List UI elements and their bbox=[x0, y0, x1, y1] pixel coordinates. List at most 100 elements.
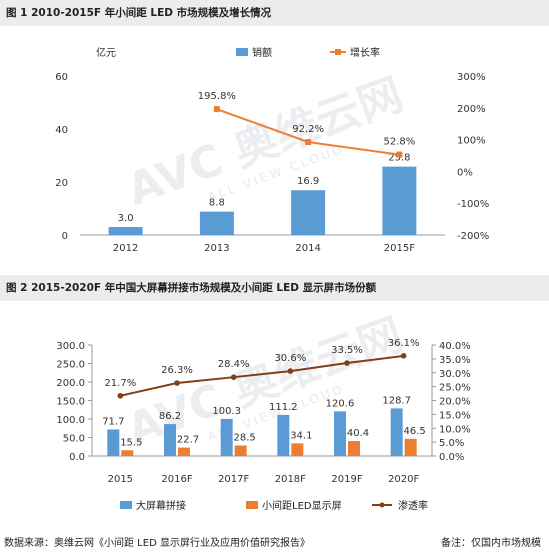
data-label-splicing: 111.2 bbox=[269, 402, 298, 413]
growth-rate-marker bbox=[213, 106, 220, 113]
x-tick-label: 2018F bbox=[275, 474, 306, 485]
x-tick-label: 2019F bbox=[331, 474, 362, 485]
y2-tick-label: 300% bbox=[457, 72, 486, 83]
data-label-sales: 16.9 bbox=[297, 176, 319, 187]
y-tick-label: 150.0 bbox=[56, 397, 85, 408]
y-tick-label: 250.0 bbox=[56, 360, 85, 371]
data-label-led: 34.1 bbox=[290, 430, 312, 441]
y2-tick-label: 15.0% bbox=[439, 410, 471, 421]
data-label-penetration: 28.4% bbox=[218, 359, 250, 370]
x-tick-label: 2014 bbox=[295, 243, 320, 254]
data-label-splicing: 71.7 bbox=[102, 416, 124, 427]
data-label-growth: 52.8% bbox=[383, 137, 415, 148]
bar-splicing bbox=[334, 411, 346, 456]
bar-sales bbox=[291, 190, 326, 235]
data-label-growth: 195.8% bbox=[198, 91, 236, 102]
data-label-splicing: 86.2 bbox=[159, 411, 181, 422]
growth-rate-marker bbox=[396, 151, 403, 158]
bar-sales bbox=[382, 166, 417, 235]
legend: 大屏幕拼接 小间距LED显示屏 渗透率 bbox=[120, 499, 428, 512]
data-label-led: 22.7 bbox=[177, 435, 199, 446]
remark-note: 备注：仅国内市场规模 bbox=[441, 538, 541, 549]
y2-tick-label: 10.0% bbox=[439, 424, 471, 435]
x-tick-label: 2012 bbox=[113, 243, 138, 254]
x-tick-label: 2013 bbox=[204, 243, 229, 254]
y2-tick-label: 30.0% bbox=[439, 369, 471, 380]
data-label-sales: 8.8 bbox=[209, 198, 225, 209]
data-label-led: 40.4 bbox=[347, 428, 369, 439]
data-label-led: 46.5 bbox=[404, 426, 426, 437]
x-tick-label: 2016F bbox=[161, 474, 192, 485]
data-label-splicing: 100.3 bbox=[212, 406, 241, 417]
data-label-penetration: 30.6% bbox=[274, 353, 306, 364]
y-tick-label: 0 bbox=[62, 231, 68, 242]
penetration-marker bbox=[230, 374, 237, 380]
legend-marker-growth bbox=[335, 49, 341, 55]
y2-tick-label: 100% bbox=[457, 136, 486, 147]
x-tick-label: 2017F bbox=[218, 474, 249, 485]
legend-swatch-led bbox=[246, 501, 258, 509]
x-tick-label: 2015F bbox=[384, 243, 415, 254]
y2-tick-label: 25.0% bbox=[439, 383, 471, 394]
data-label-splicing: 120.6 bbox=[326, 398, 355, 409]
y-tick-label: 0.0 bbox=[69, 452, 85, 463]
data-label-led: 28.5 bbox=[234, 432, 256, 443]
y2-tick-label: 35.0% bbox=[439, 355, 471, 366]
y2-tick-label: 200% bbox=[457, 104, 486, 115]
plot-area: 0.0 50.0 100.0 150.0 200.0 250.0 300.0 0.0% 5.0%… bbox=[56, 338, 470, 485]
data-label-penetration: 36.1% bbox=[388, 338, 420, 349]
y2-tick-label: -200% bbox=[457, 231, 489, 242]
data-label-sales: 3.0 bbox=[118, 213, 134, 224]
y2-tick-label: 20.0% bbox=[439, 397, 471, 408]
chart-2: AVC 奥维云网 ALL VIEW CLOUD 大屏幕拼接 小间距LED显示屏 … bbox=[56, 309, 470, 512]
figure-2-title: 图 2 2015-2020F 年中国大屏幕拼接市场规模及小间距 LED 显示屏市… bbox=[0, 275, 549, 301]
bar-small-pitch-led bbox=[348, 441, 360, 456]
chart-1: AVC 奥维云网 ALL VIEW CLOUD 亿元 销额 增长率 0 20 40 6… bbox=[55, 46, 489, 254]
legend-label-penetration: 渗透率 bbox=[398, 499, 428, 512]
bar-splicing bbox=[107, 429, 120, 456]
penetration-line bbox=[120, 354, 404, 397]
legend-label-led: 小间距LED显示屏 bbox=[262, 499, 342, 512]
bar-splicing bbox=[220, 418, 233, 456]
penetration-marker bbox=[174, 380, 180, 386]
legend-swatch-sales bbox=[236, 48, 248, 56]
data-label-splicing: 128.7 bbox=[382, 395, 411, 406]
x-tick-label: 2020F bbox=[388, 474, 419, 485]
y-tick-label: 300.0 bbox=[56, 341, 85, 352]
bar-small-pitch-led bbox=[404, 438, 417, 456]
y-unit-label: 亿元 bbox=[96, 46, 116, 59]
y2-tick-label: 40.0% bbox=[439, 341, 471, 352]
legend-label-growth: 增长率 bbox=[350, 46, 380, 59]
penetration-marker bbox=[400, 353, 407, 359]
y2-tick-label: 0% bbox=[457, 167, 473, 178]
bar-small-pitch-led bbox=[178, 447, 190, 456]
x-tick-label: 2015 bbox=[108, 474, 133, 485]
bar-splicing bbox=[277, 414, 290, 456]
y-tick-label: 200.0 bbox=[56, 378, 85, 389]
data-label-led: 15.5 bbox=[120, 437, 142, 448]
penetration-marker bbox=[344, 360, 350, 366]
legend-swatch-splicing bbox=[120, 501, 132, 509]
data-label-sales: 25.8 bbox=[388, 153, 410, 164]
data-label-penetration: 33.5% bbox=[331, 345, 363, 356]
bar-small-pitch-led bbox=[121, 450, 134, 456]
y2-tick-label: 0.0% bbox=[439, 452, 464, 463]
data-label-growth: 92.2% bbox=[292, 124, 324, 135]
bar-splicing bbox=[164, 424, 176, 456]
legend: 销额 增长率 bbox=[236, 46, 380, 59]
penetration-marker bbox=[117, 392, 124, 399]
growth-rate-marker bbox=[305, 139, 312, 146]
y-tick-label: 100.0 bbox=[56, 415, 85, 426]
bar-small-pitch-led bbox=[234, 445, 247, 456]
penetration-marker bbox=[287, 368, 294, 374]
y-tick-label: 50.0 bbox=[63, 434, 85, 445]
legend-marker-penetration bbox=[379, 502, 385, 508]
legend-label-sales: 销额 bbox=[252, 46, 272, 59]
y-tick-label: 40 bbox=[55, 125, 68, 136]
y2-tick-label: -100% bbox=[457, 199, 489, 210]
bar-small-pitch-led bbox=[291, 443, 304, 456]
y2-tick-label: 5.0% bbox=[439, 438, 464, 449]
figure-1-title: 图 1 2010-2015F 年小间距 LED 市场规模及增长情况 bbox=[0, 0, 549, 26]
y-tick-label: 60 bbox=[55, 72, 68, 83]
bar-sales bbox=[199, 211, 234, 235]
